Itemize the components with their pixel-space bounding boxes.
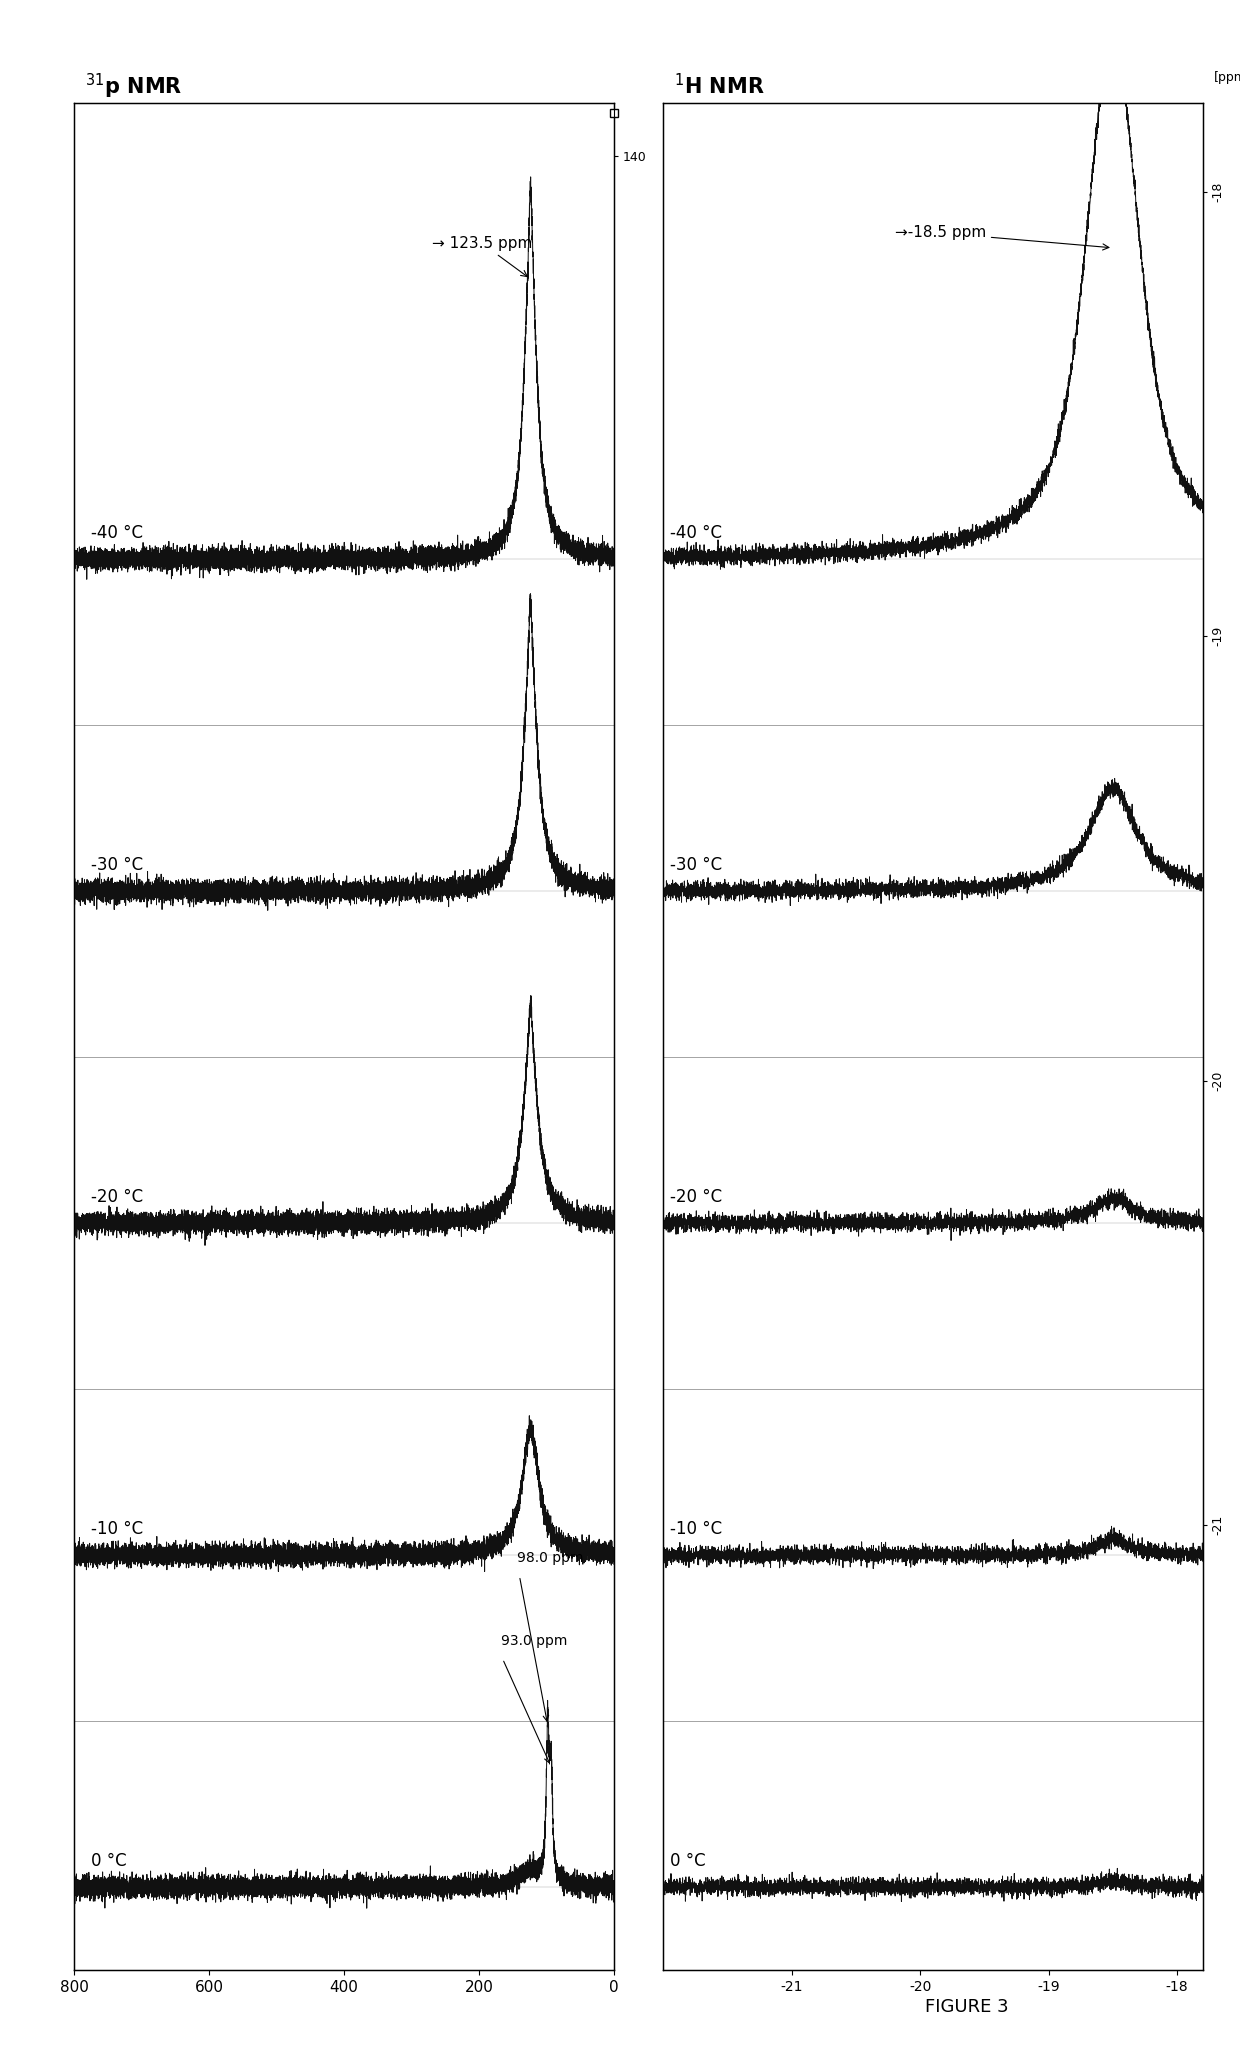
Text: -30 °C: -30 °C [92,856,144,874]
Text: $^{31}$p NMR: $^{31}$p NMR [86,72,182,101]
Text: 0 °C: 0 °C [92,1853,126,1869]
Text: -20 °C: -20 °C [92,1188,144,1207]
Text: FIGURE 3: FIGURE 3 [925,1999,1009,2015]
Text: -10 °C: -10 °C [670,1521,722,1539]
Text: -40 °C: -40 °C [670,525,722,542]
Text: -30 °C: -30 °C [670,856,722,874]
Text: -10 °C: -10 °C [92,1521,144,1539]
Text: $^{1}$H NMR: $^{1}$H NMR [675,74,765,98]
Text: [ppm]: [ppm] [1214,72,1240,84]
Text: -40 °C: -40 °C [92,525,144,542]
Text: 93.0 ppm: 93.0 ppm [501,1633,568,1648]
Text: -20 °C: -20 °C [670,1188,722,1207]
Text: 0 °C: 0 °C [670,1853,706,1869]
Text: 98.0 ppm: 98.0 ppm [517,1551,584,1566]
Text: → 123.5 ppm: → 123.5 ppm [432,236,532,277]
Text: →-18.5 ppm: →-18.5 ppm [894,226,1109,250]
